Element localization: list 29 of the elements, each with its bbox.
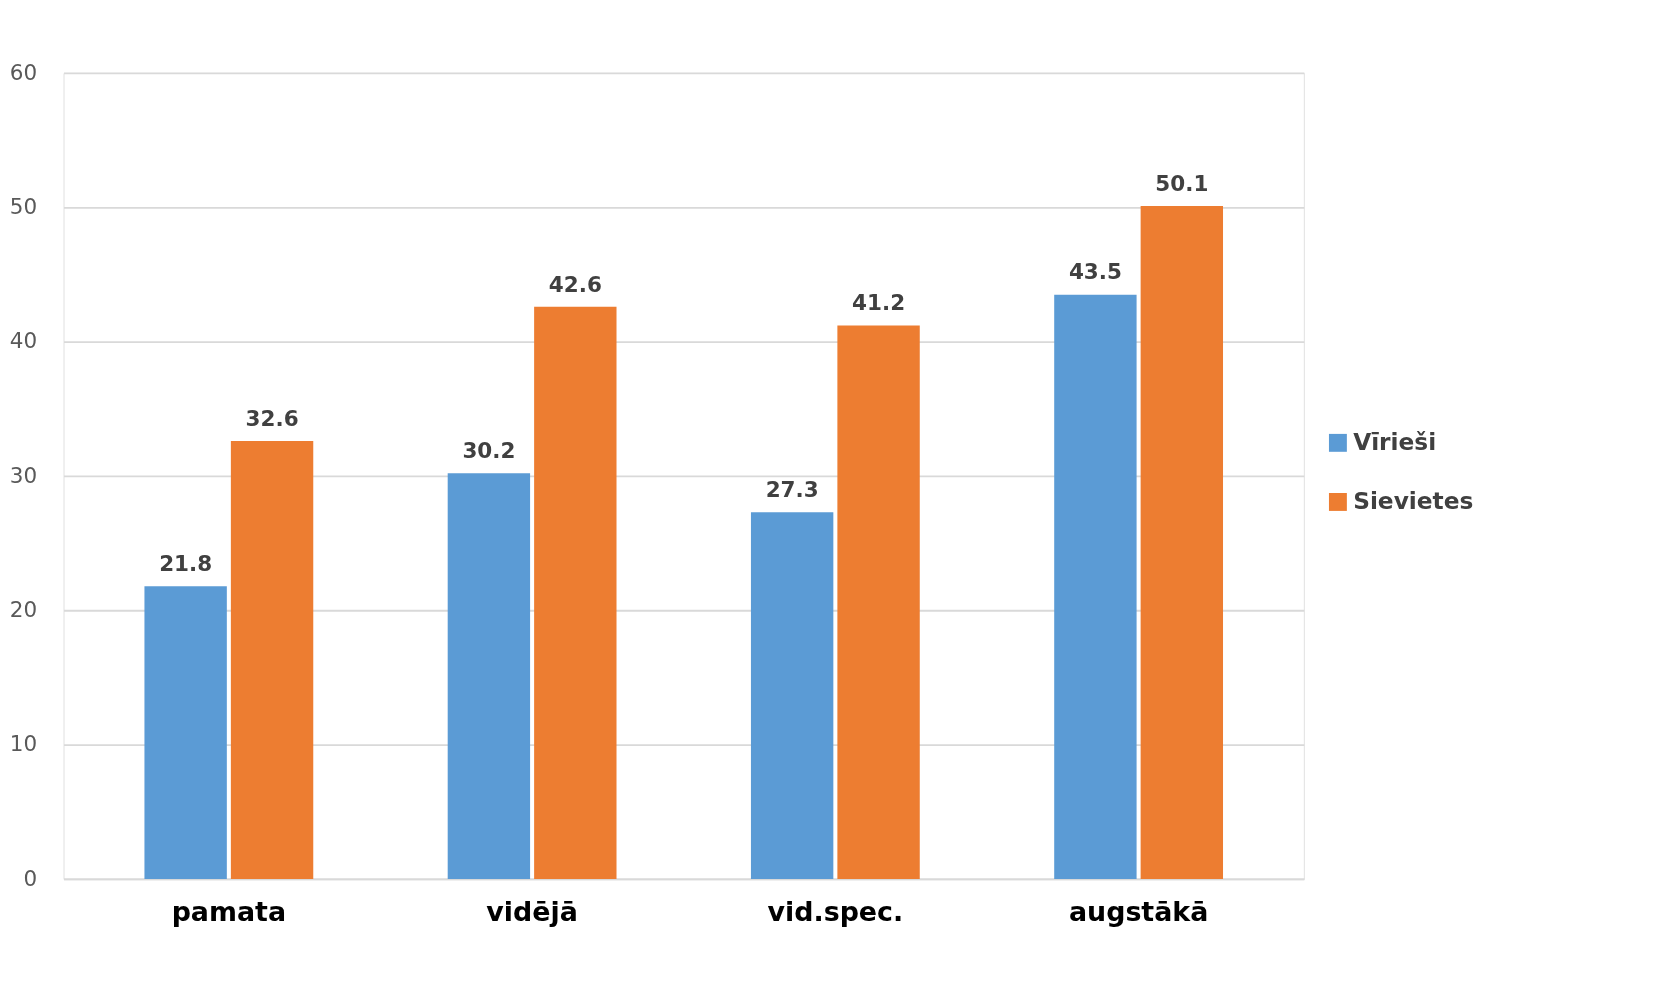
bar <box>447 473 531 879</box>
y-tick-label: 50 <box>9 194 38 220</box>
bar <box>1140 205 1224 879</box>
data-label: 30.2 <box>462 438 516 464</box>
y-tick-label: 40 <box>9 328 38 354</box>
data-label: 42.6 <box>548 271 602 297</box>
x-tick-label: vid.spec. <box>767 895 904 927</box>
x-tick-label: augstākā <box>1068 895 1209 927</box>
bar <box>837 325 920 879</box>
y-tick-label: 0 <box>23 865 38 891</box>
data-label: 27.3 <box>765 477 819 503</box>
bar <box>1054 294 1137 879</box>
legend-label: Vīrieši <box>1353 428 1437 456</box>
y-tick-label: 10 <box>9 731 38 757</box>
x-tick-label: pamata <box>171 895 287 927</box>
y-tick-label: 30 <box>9 462 38 488</box>
data-label: 41.2 <box>852 290 906 316</box>
x-tick-label: vidējā <box>486 895 578 927</box>
y-tick-label: 60 <box>9 59 38 85</box>
data-label: 32.6 <box>245 405 299 431</box>
bar <box>144 586 227 879</box>
y-tick-label: 20 <box>9 597 38 623</box>
data-label: 21.8 <box>159 550 213 576</box>
bar <box>534 306 617 879</box>
bar <box>230 441 314 879</box>
data-label: 43.5 <box>1068 259 1122 285</box>
bar <box>750 512 834 879</box>
data-label: 50.1 <box>1155 170 1209 196</box>
legend-label: Sievietes <box>1353 487 1474 515</box>
